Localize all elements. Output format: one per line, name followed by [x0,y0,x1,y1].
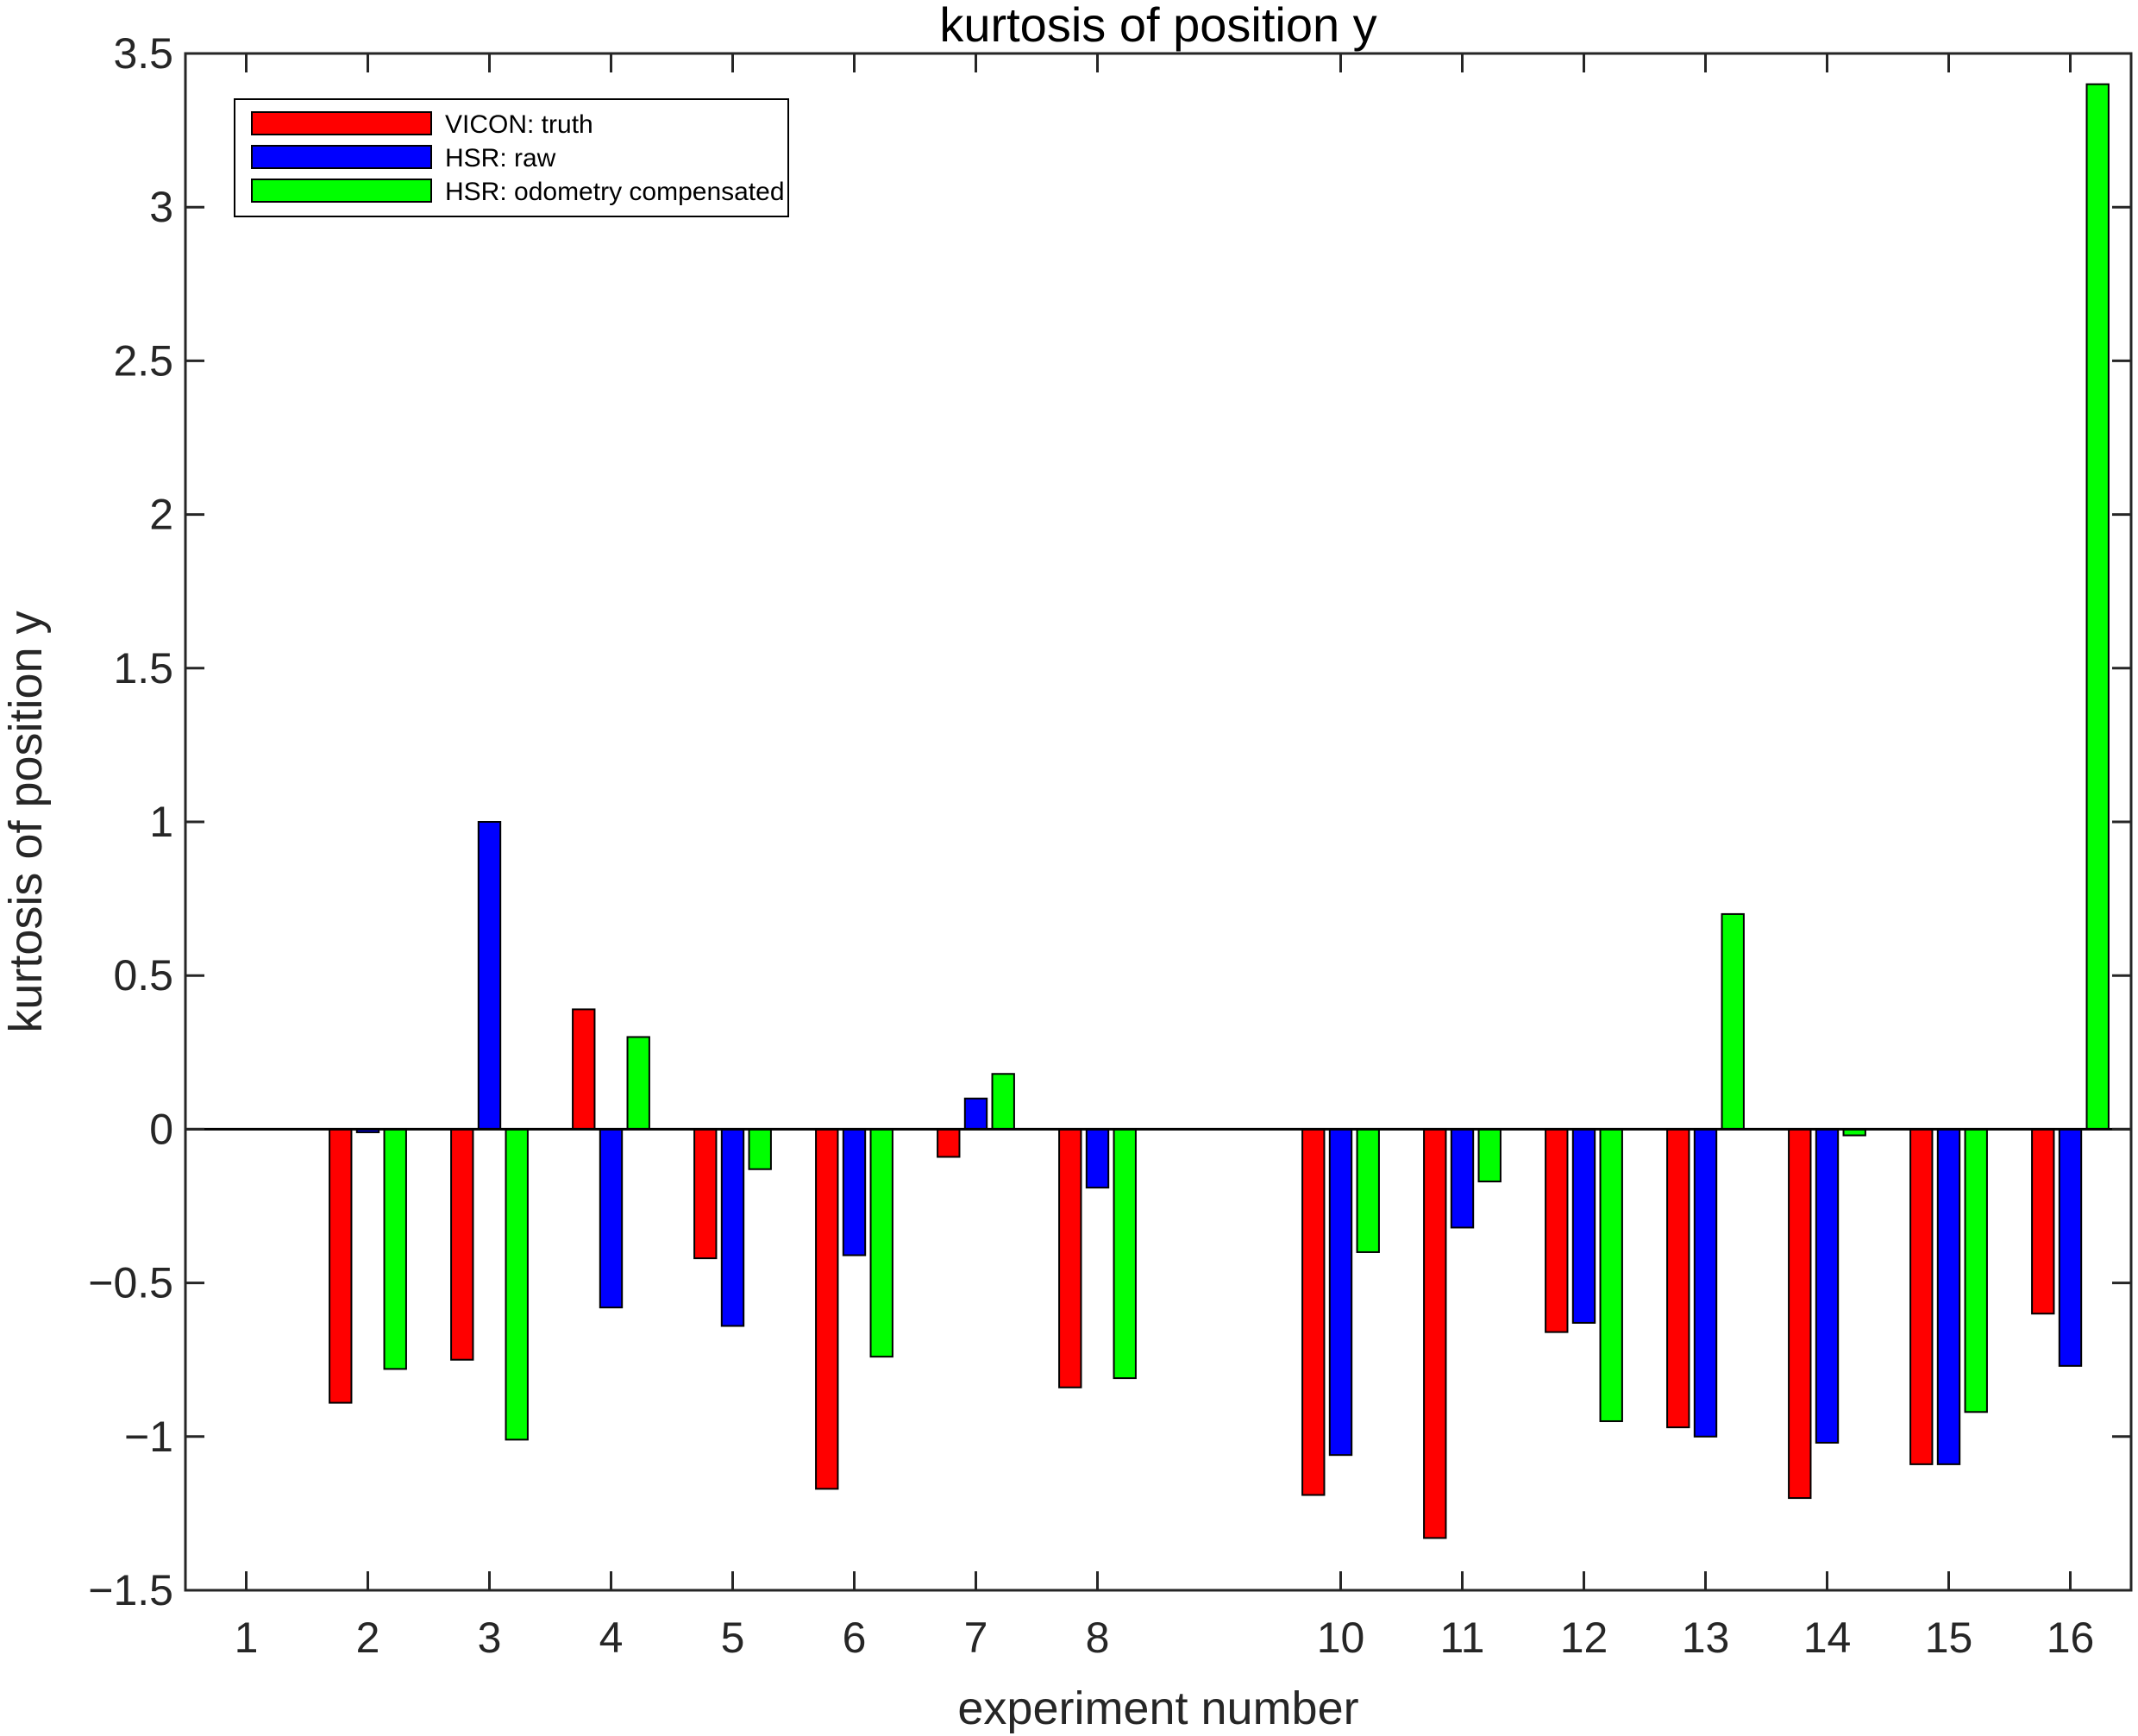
bar-hsr-raw-5 [720,1128,745,1327]
x-tick-label: 10 [1317,1614,1365,1662]
x-axis-label: experiment number [957,1683,1358,1734]
bar-hsr-odom-7 [991,1073,1015,1131]
y-tick-label: 3.5 [113,29,173,78]
legend-label: HSR: odometry compensated [445,178,785,206]
bar-hsr-raw-11 [1450,1128,1475,1229]
bar-hsr-odom-6 [869,1128,893,1358]
bar-vicon-13 [1666,1128,1690,1429]
bar-hsr-odom-4 [626,1036,650,1131]
legend-swatch-hsr-odom [251,179,432,203]
bar-hsr-odom-10 [1356,1128,1380,1253]
bar-vicon-5 [693,1128,718,1260]
x-tick-label: 11 [1440,1614,1485,1662]
x-tick-label: 14 [1803,1614,1852,1662]
bar-hsr-raw-12 [1571,1128,1596,1324]
y-tick-label: 0.5 [113,951,173,1000]
legend: VICON: truth HSR: raw HSR: odometry compen… [234,98,789,217]
bar-hsr-raw-6 [842,1128,867,1257]
bar-vicon-14 [1788,1128,1812,1500]
x-tick-label: 16 [2047,1614,2095,1662]
bar-vicon-8 [1058,1128,1082,1388]
x-tick-label: 2 [356,1614,380,1662]
bar-vicon-3 [450,1128,474,1361]
y-tick-label: 1.5 [113,644,173,693]
bar-hsr-raw-3 [477,821,502,1131]
x-tick-label: 13 [1682,1614,1730,1662]
bar-hsr-odom-8 [1113,1128,1137,1380]
y-axis-label: kurtosis of position y [0,611,52,1032]
bar-vicon-16 [2031,1128,2055,1315]
bar-vicon-15 [1909,1128,1934,1465]
bar-vicon-12 [1545,1128,1569,1333]
bar-hsr-odom-15 [1964,1128,1988,1413]
bar-hsr-odom-3 [505,1128,529,1441]
bar-hsr-odom-11 [1477,1128,1502,1182]
y-tick-label: −1 [124,1413,173,1461]
y-tick-label: 0 [149,1105,173,1153]
legend-label: HSR: raw [445,144,556,172]
y-tick-label: 1 [149,798,173,846]
x-tick-label: 12 [1560,1614,1608,1662]
plot-frame [184,52,2133,1592]
bar-vicon-11 [1423,1128,1447,1539]
x-tick-label: 5 [721,1614,745,1662]
bar-hsr-raw-16 [2058,1128,2083,1367]
x-tick-label: 8 [1086,1614,1110,1662]
bar-hsr-odom-5 [748,1128,772,1170]
y-tick-label: 2 [149,491,173,539]
x-tick-label: 3 [478,1614,502,1662]
y-tick-label: 3 [149,183,173,231]
bar-hsr-raw-15 [1936,1128,1961,1465]
y-tick-label: −0.5 [88,1259,173,1307]
bar-vicon-2 [329,1128,353,1404]
bar-vicon-7 [937,1128,961,1158]
tick-labels-group: −1.5−1−0.500.511.522.533.51 2 3 4 5 6 7 8 10 11 12… [88,29,2094,1662]
plot-background [185,53,2131,1590]
x-tick-label: 7 [964,1614,988,1662]
bar-vicon-10 [1301,1128,1326,1496]
x-tick-label: 4 [599,1614,624,1662]
bar-hsr-odom-13 [1721,912,1745,1131]
legend-entries: VICON: truth HSR: raw HSR: odometry compen… [251,110,785,206]
x-tick-label: 6 [843,1614,867,1662]
bar-hsr-raw-7 [963,1097,988,1131]
legend-swatch-hsr-raw [251,145,432,169]
bar-hsr-odom-2 [383,1128,407,1370]
bar-hsr-odom-12 [1599,1128,1623,1422]
bar-vicon-6 [815,1128,839,1490]
bar-vicon-4 [572,1008,596,1131]
y-tick-label: −1.5 [88,1566,173,1614]
bar-hsr-raw-10 [1328,1128,1353,1457]
chart-title: kurtosis of position y [939,0,1376,52]
bar-hsr-raw-8 [1085,1128,1110,1189]
bar-hsr-raw-14 [1815,1128,1840,1444]
legend-swatch-vicon [251,111,432,135]
bar-hsr-odom-16 [2085,83,2110,1131]
x-tick-label: 1 [235,1614,259,1662]
bar-hsr-raw-4 [599,1128,624,1309]
legend-label: VICON: truth [445,110,593,139]
bar-hsr-raw-13 [1693,1128,1718,1438]
y-tick-label: 2.5 [113,336,173,385]
x-tick-label: 15 [1925,1614,1973,1662]
